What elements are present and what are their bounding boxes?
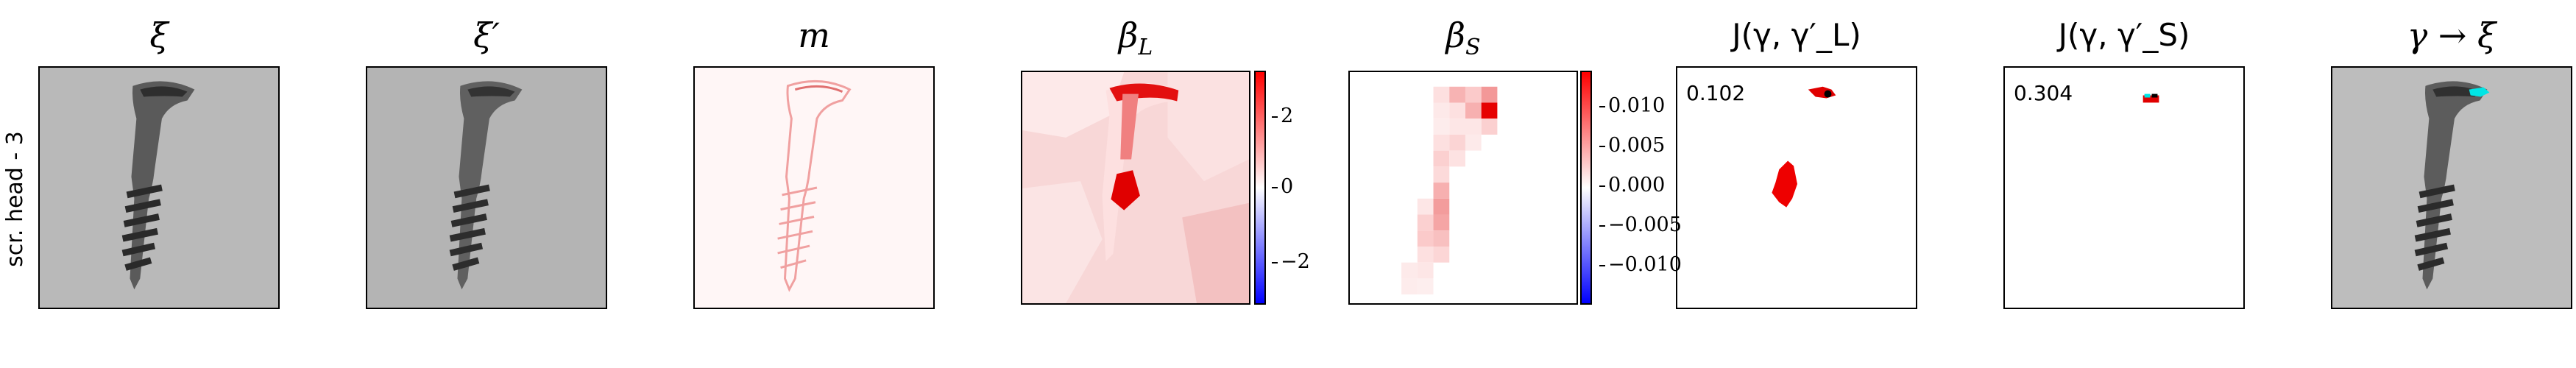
colorbar-beta-l-tick: 0	[1271, 175, 1294, 198]
colorbar-beta-l-tick: 2	[1271, 105, 1294, 127]
panel-image-jaccard-s: 0.304	[2003, 66, 2245, 309]
colorbar-beta-l	[1254, 71, 1266, 305]
colorbar-beta-s-tick: 0.010	[1599, 94, 1666, 117]
panel-title-jaccard-l: J(γ, γ′_L)	[1732, 17, 1861, 53]
colorbar-beta-s	[1580, 71, 1592, 305]
jaccard-score-s: 0.304	[2014, 81, 2073, 105]
heatmap-beta-l	[1022, 72, 1249, 303]
colorbar-beta-s-tick: −0.010	[1599, 253, 1682, 276]
colorbar-beta-s-tick: 0.000	[1599, 174, 1666, 197]
heatmap-beta-s	[1350, 72, 1577, 303]
difference-map-m	[695, 68, 933, 308]
jaccard-score-l: 0.102	[1686, 81, 1746, 105]
panel-image-gamma-to-xi	[2331, 66, 2572, 309]
panel-image-xi	[38, 66, 280, 309]
screw-photo-overlay	[2332, 68, 2571, 308]
screw-photo-xi-prime	[367, 68, 606, 308]
panel-title-jaccard-s: J(γ, γ′_S)	[2058, 17, 2190, 53]
colorbar-beta-s-tick: 0.005	[1599, 134, 1666, 157]
panel-title-beta-l: βL	[1118, 15, 1153, 61]
row-label: scr. head - 3	[1, 130, 28, 267]
colorbar-beta-s-tick: −0.005	[1599, 213, 1682, 236]
mask-overlap-s	[2142, 93, 2159, 103]
panel-title-m: m	[798, 15, 830, 55]
panel-title-gamma-to-xi: γ → ξ	[2407, 15, 2497, 55]
panel-image-jaccard-l: 0.102	[1676, 66, 1917, 309]
panel-image-xi-prime	[366, 66, 607, 309]
colorbar-beta-l-tick: −2	[1272, 250, 1310, 273]
panel-title-beta-s: βS	[1446, 15, 1481, 61]
mask-overlap-l	[1772, 86, 1836, 208]
panel-image-beta-l	[1021, 71, 1250, 305]
panel-title-xi: ξ	[149, 15, 169, 55]
panel-image-beta-s	[1348, 71, 1578, 305]
screw-photo-xi	[40, 68, 278, 308]
panel-title-xi-prime: ξ′	[473, 15, 500, 55]
panel-image-m	[693, 66, 935, 309]
